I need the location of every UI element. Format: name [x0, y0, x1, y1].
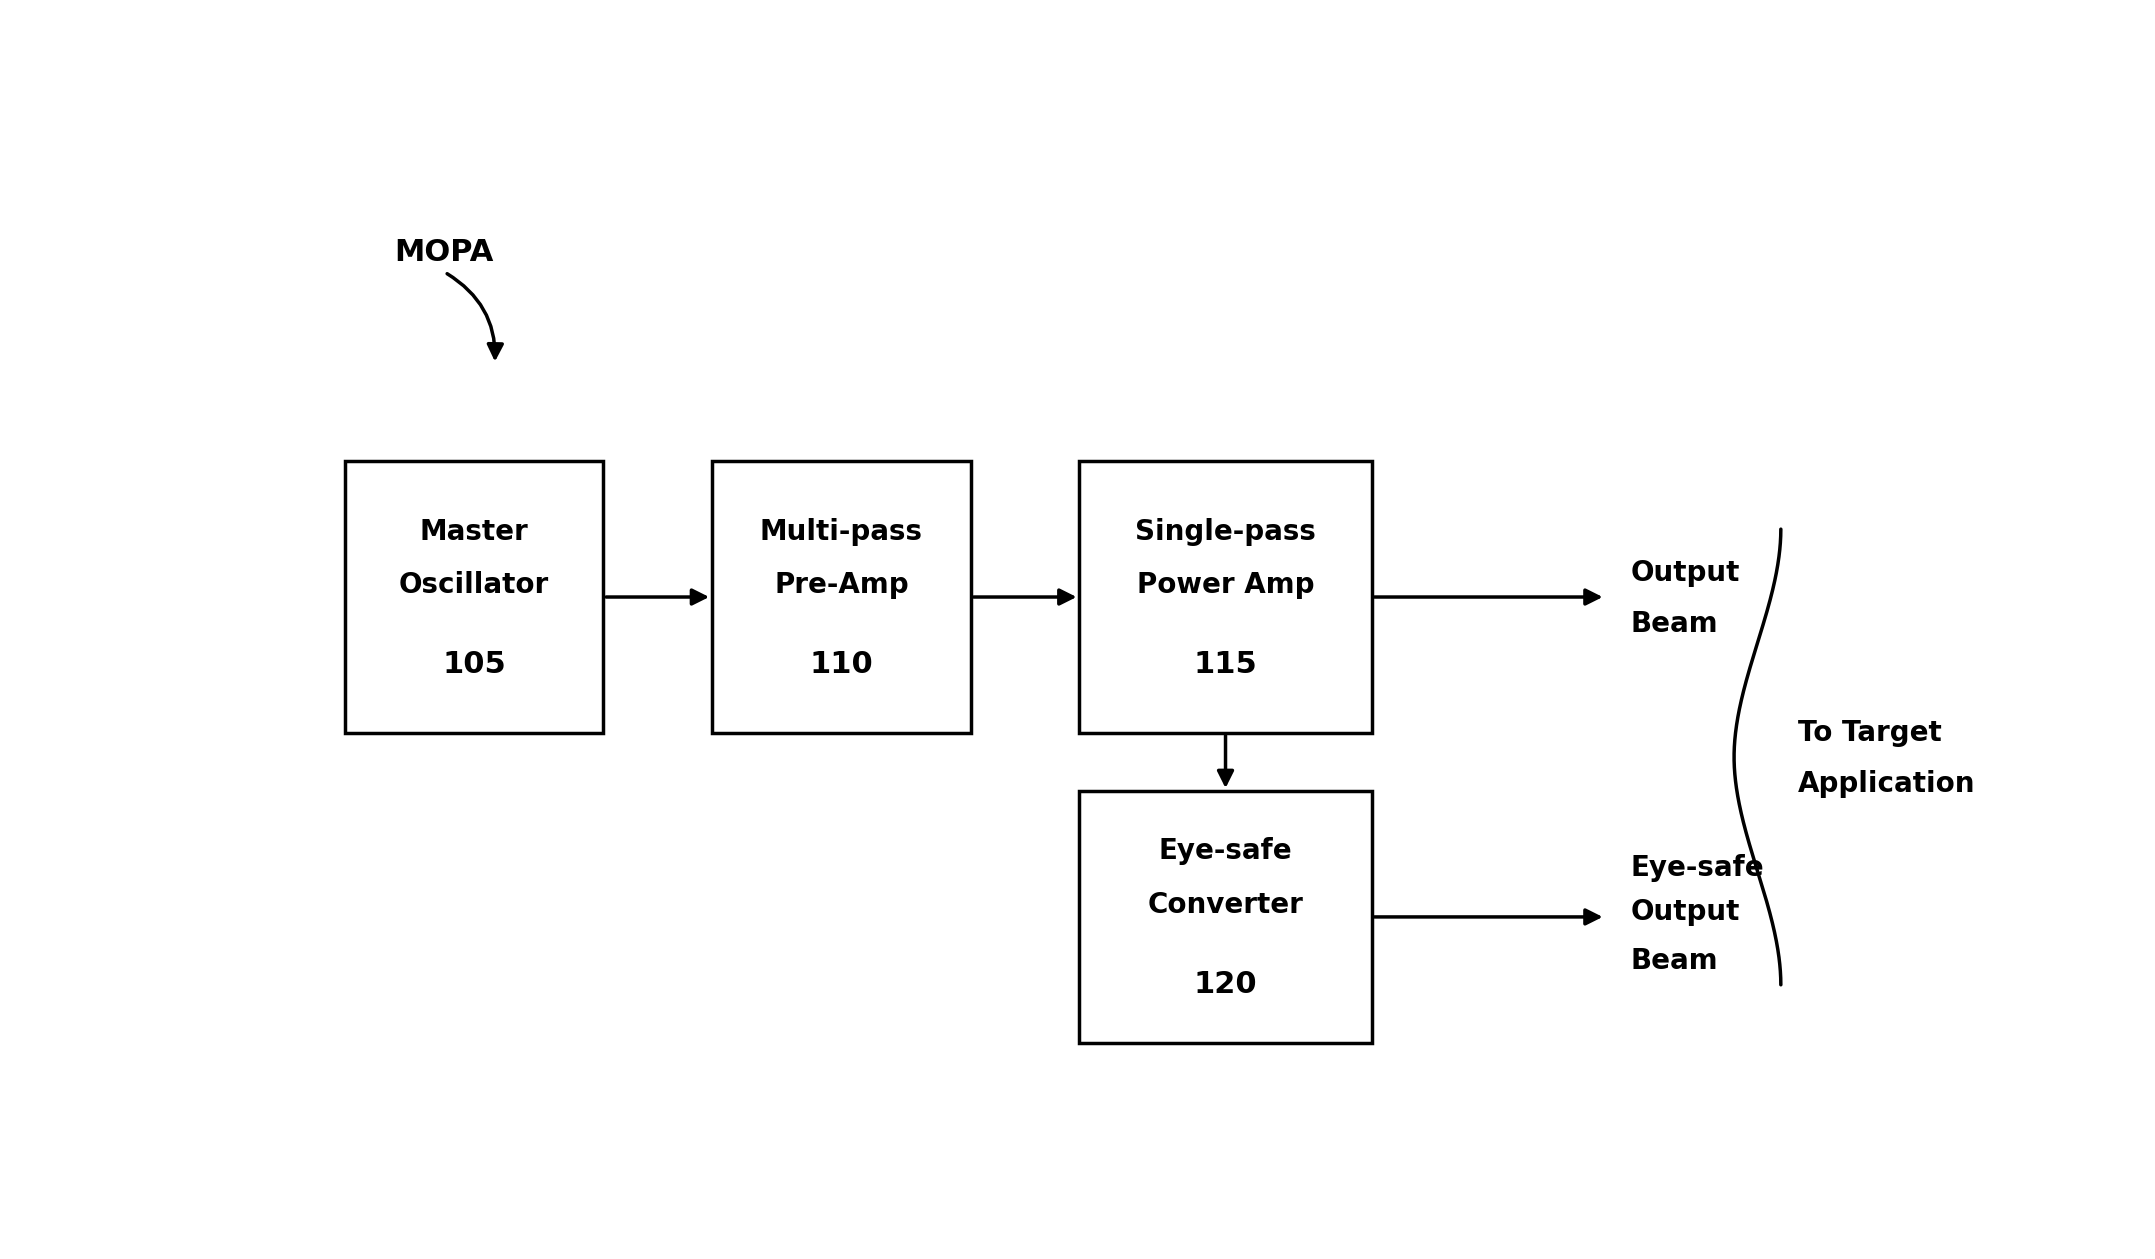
Text: Output: Output	[1631, 898, 1739, 927]
Bar	[1080, 461, 1371, 733]
Text: To Target: To Target	[1797, 719, 1942, 747]
Text: Master: Master	[420, 517, 528, 545]
Text: 105: 105	[442, 651, 506, 680]
Bar	[1080, 791, 1371, 1042]
Bar	[711, 461, 972, 733]
Text: MOPA: MOPA	[394, 238, 493, 267]
Text: Oscillator: Oscillator	[399, 570, 550, 599]
Text: Beam: Beam	[1631, 611, 1718, 638]
Text: Application: Application	[1797, 771, 1974, 798]
Text: Single-pass: Single-pass	[1136, 517, 1317, 545]
Text: Converter: Converter	[1149, 891, 1304, 919]
Text: 120: 120	[1194, 971, 1256, 1000]
Text: Eye-safe: Eye-safe	[1631, 855, 1765, 883]
Text: Multi-pass: Multi-pass	[761, 517, 922, 545]
Text: 115: 115	[1194, 651, 1256, 680]
Text: Output: Output	[1631, 559, 1739, 587]
Text: Eye-safe: Eye-safe	[1159, 837, 1293, 865]
Text: 110: 110	[810, 651, 873, 680]
Text: Power Amp: Power Amp	[1138, 570, 1315, 599]
Bar	[345, 461, 603, 733]
Text: Beam: Beam	[1631, 947, 1718, 974]
Text: Pre-Amp: Pre-Amp	[774, 570, 909, 599]
